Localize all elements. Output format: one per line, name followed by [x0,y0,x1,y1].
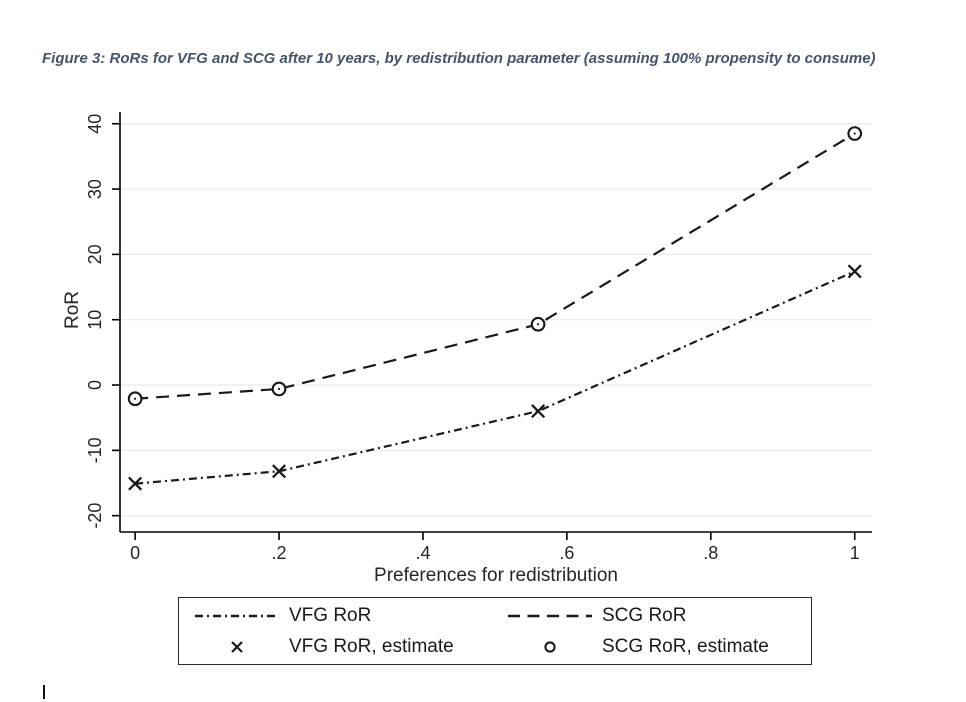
y-tick-label: -20 [85,503,105,529]
x-tick-label: .4 [415,543,430,563]
x-marker [272,464,287,479]
x-marker [128,476,143,491]
legend-entry-vfg-ror: VFG RoR [185,600,498,631]
y-tick-label: 30 [85,179,105,199]
x-marker [847,264,862,279]
y-axis-title: RoR [62,291,83,329]
legend-label: VFG RoR [289,604,372,626]
y-tick-label: 0 [85,380,105,390]
text-cursor [43,685,45,699]
chart-legend: VFG RoR SCG RoR VFG RoR, estimate [178,597,812,665]
figure-caption: Figure 3: RoRs for VFG and SCG after 10 … [42,50,876,67]
x-marker [531,404,546,419]
x-axis-title: Preferences for redistribution [374,565,618,586]
series-line-scg-ror [135,132,856,400]
legend-label: SCG RoR [602,604,687,626]
x-tick-label: 1 [850,543,860,563]
x-tick-label: .2 [272,543,287,563]
dash-line-sample-icon [498,608,602,624]
circle-marker-center-dot [134,397,137,400]
circle-marker-sample-icon [498,638,602,656]
x-tick-label: 0 [130,543,140,563]
legend-entry-scg-estimate: SCG RoR, estimate [498,631,811,662]
x-tick-label: .6 [559,543,574,563]
y-tick-label: 10 [85,310,105,330]
legend-label: SCG RoR, estimate [602,635,769,657]
dashdot-line-sample-icon [185,608,289,624]
legend-entry-scg-ror: SCG RoR [498,600,811,631]
legend-entry-vfg-estimate: VFG RoR, estimate [185,631,498,662]
circle-marker-center-dot [277,387,281,391]
legend-label: VFG RoR, estimate [289,635,454,657]
y-tick-label: -10 [85,437,105,463]
y-tick-label: 40 [85,114,105,134]
circle-marker-center-dot [536,323,540,326]
series-line-vfg-ror [135,270,856,485]
y-tick-label: 20 [85,244,105,264]
x-tick-label: .8 [703,543,718,563]
x-marker-sample-icon [185,638,289,656]
chart-plot-area: -20 -10 0 10 20 30 40 0 .2 .4 .6 .8 1 Preferences for… [62,112,872,586]
circle-marker-center-dot [853,132,856,135]
